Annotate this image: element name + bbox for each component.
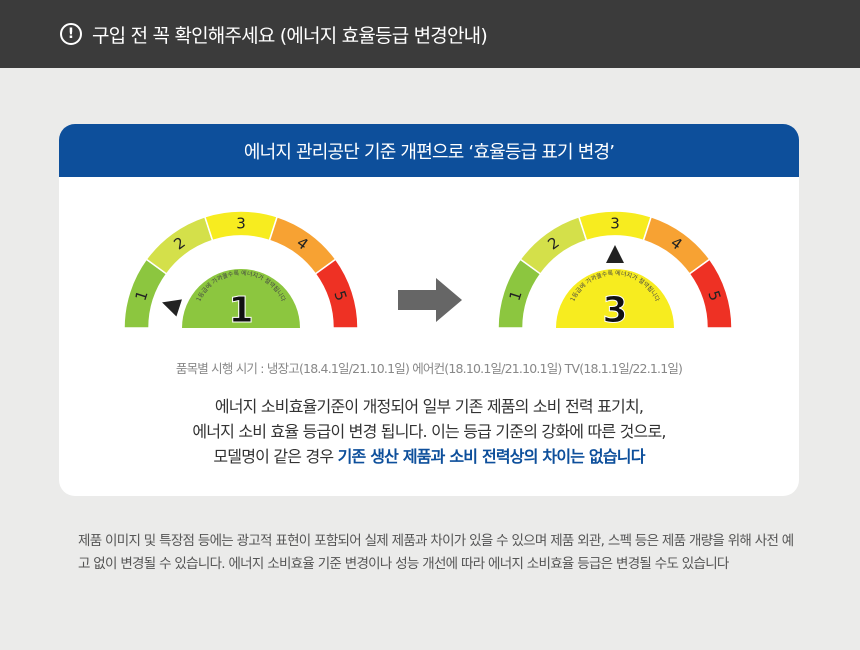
grade-label: 3	[610, 215, 620, 233]
desc-line: 에너지 소비효율기준이 개정되어 일부 기존 제품의 소비 전력 표기치,	[214, 397, 644, 416]
current-grade: 1	[228, 290, 253, 331]
grade-label: 3	[236, 215, 246, 233]
pointer-icon	[162, 299, 182, 317]
notice-header: ! 구입 전 꼭 확인해주세요 (에너지 효율등급 변경안내)	[0, 0, 860, 68]
desc-line: 에너지 소비 효율 등급이 변경 됩니다. 이는 등급 기준의 강화에 따른 것…	[192, 422, 666, 441]
energy-grade-card: 에너지 관리공단 기준 개편으로 ‘효율등급 표기 변경’ 1 2 3 4 5 1등급에 …	[59, 124, 799, 496]
current-grade: 3	[602, 290, 627, 331]
card-title: 에너지 관리공단 기준 개편으로 ‘효율등급 표기 변경’	[59, 124, 799, 177]
schedule-text: 품목별 시행 시기 : 냉장고(18.4.1일/21.10.1일) 에어컨(18…	[175, 361, 683, 376]
grade-dial	[182, 269, 300, 328]
gauge-segment-5	[314, 258, 359, 329]
arrow-right-icon	[398, 278, 462, 322]
description: 에너지 소비효율기준이 개정되어 일부 기존 제품의 소비 전력 표기치, 에너…	[59, 394, 799, 469]
header-title: 구입 전 꼭 확인해주세요 (에너지 효율등급 변경안내)	[92, 24, 488, 47]
desc-line: 모델명이 같은 경우	[213, 447, 338, 466]
desc-highlight: 기존 생산 제품과 소비 전력상의 차이는 없습니다	[337, 447, 646, 466]
grade-dial	[556, 269, 674, 328]
footer-note: 제품 이미지 및 특장점 등에는 광고적 표현이 포함되어 실제 제품과 차이가…	[78, 533, 794, 572]
gauge-segment-5	[688, 258, 733, 329]
pointer-icon	[606, 245, 624, 263]
exclamation-circle-icon: !	[60, 23, 82, 45]
